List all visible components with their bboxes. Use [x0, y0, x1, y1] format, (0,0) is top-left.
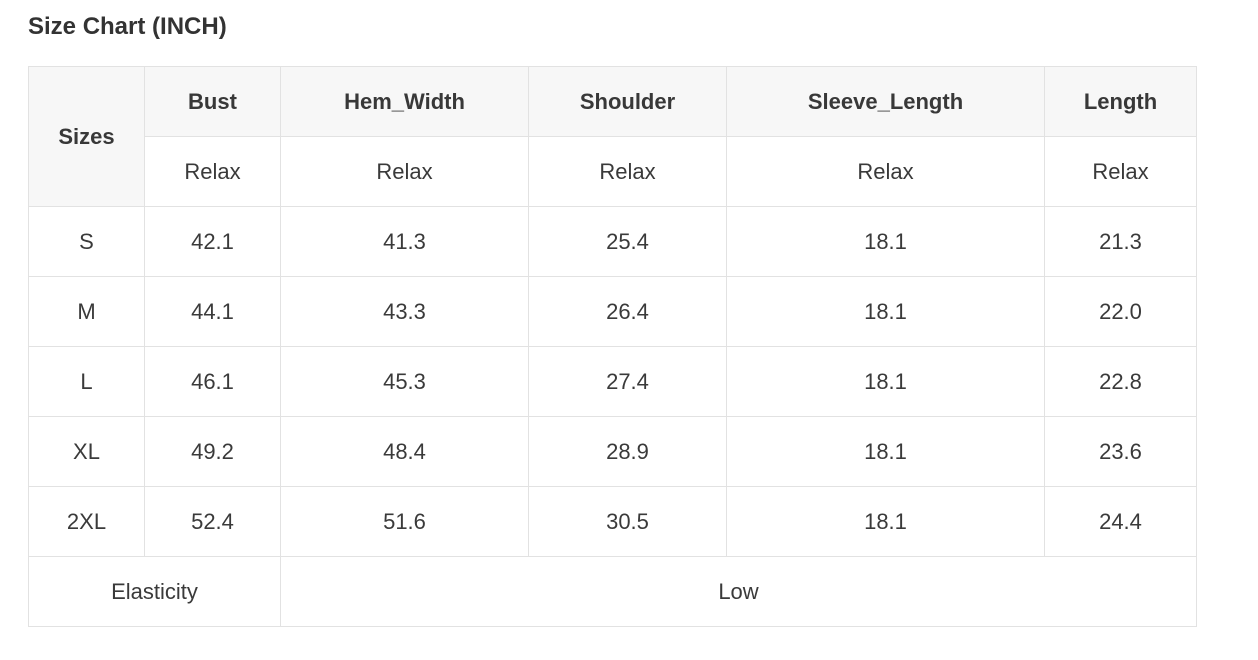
value-cell: 52.4 — [144, 486, 281, 557]
fit-type-cell-hem-width: Relax — [280, 136, 529, 207]
value-cell: 25.4 — [528, 206, 727, 277]
table-row: S 42.1 41.3 25.4 18.1 21.3 — [28, 206, 1197, 277]
size-cell: S — [28, 206, 145, 277]
value-cell: 24.4 — [1044, 486, 1197, 557]
value-cell: 22.0 — [1044, 276, 1197, 347]
fit-row: Relax Relax Relax Relax Relax — [29, 136, 1197, 207]
size-chart-section: Size Chart (INCH) Sizes Bust Hem_Width S… — [28, 13, 1197, 627]
elasticity-row: Elasticity Low — [28, 556, 1197, 627]
table-row: XL 49.2 48.4 28.9 18.1 23.6 — [28, 416, 1197, 487]
value-cell: 21.3 — [1044, 206, 1197, 277]
size-cell: XL — [28, 416, 145, 487]
size-cell: L — [28, 346, 145, 417]
table-row: M 44.1 43.3 26.4 18.1 22.0 — [28, 276, 1197, 347]
value-cell: 28.9 — [528, 416, 727, 487]
table-row: L 46.1 45.3 27.4 18.1 22.8 — [28, 346, 1197, 417]
value-cell: 18.1 — [726, 276, 1045, 347]
value-cell: 46.1 — [144, 346, 281, 417]
fit-type-cell-sleeve-length: Relax — [726, 136, 1045, 207]
header-row: Sizes Bust Hem_Width Shoulder Sleeve_Len… — [28, 66, 1197, 207]
fit-type-cell-shoulder: Relax — [528, 136, 727, 207]
value-cell: 49.2 — [144, 416, 281, 487]
value-cell: 43.3 — [280, 276, 529, 347]
page-title: Size Chart (INCH) — [28, 13, 227, 40]
table-row: 2XL 52.4 51.6 30.5 18.1 24.4 — [28, 486, 1197, 557]
elasticity-label-cell: Elasticity — [28, 556, 281, 627]
column-header-hem-width: Hem_Width — [280, 66, 529, 137]
value-cell: 45.3 — [280, 346, 529, 417]
value-cell: 44.1 — [144, 276, 281, 347]
column-header-bust: Bust — [144, 66, 281, 137]
value-cell: 22.8 — [1044, 346, 1197, 417]
column-header-length: Length — [1044, 66, 1197, 137]
value-cell: 23.6 — [1044, 416, 1197, 487]
value-cell: 26.4 — [528, 276, 727, 347]
size-cell: 2XL — [28, 486, 145, 557]
column-header-sizes: Sizes — [28, 66, 145, 207]
elasticity-value-cell: Low — [280, 556, 1197, 627]
value-cell: 18.1 — [726, 206, 1045, 277]
value-cell: 42.1 — [144, 206, 281, 277]
value-cell: 18.1 — [726, 346, 1045, 417]
value-cell: 51.6 — [280, 486, 529, 557]
value-cell: 41.3 — [280, 206, 529, 277]
value-cell: 18.1 — [726, 486, 1045, 557]
fit-type-cell-bust: Relax — [144, 136, 281, 207]
value-cell: 48.4 — [280, 416, 529, 487]
column-header-sleeve-length: Sleeve_Length — [726, 66, 1045, 137]
value-cell: 30.5 — [528, 486, 727, 557]
fit-type-cell-length: Relax — [1044, 136, 1197, 207]
value-cell: 27.4 — [528, 346, 727, 417]
size-chart-table: Sizes Bust Hem_Width Shoulder Sleeve_Len… — [28, 66, 1197, 627]
size-cell: M — [28, 276, 145, 347]
value-cell: 18.1 — [726, 416, 1045, 487]
column-header-shoulder: Shoulder — [528, 66, 727, 137]
